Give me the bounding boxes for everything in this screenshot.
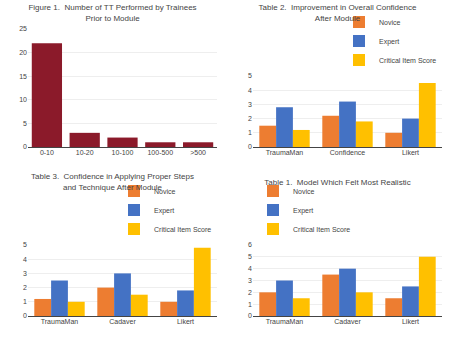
svg-text:Critical Item Score: Critical Item Score — [379, 57, 436, 64]
svg-text:Expert: Expert — [154, 207, 174, 215]
svg-text:Figure 1. Number of TT Perfor: Figure 1. Number of TT Performed by Trai… — [28, 3, 196, 22]
svg-text:0-10: 0-10 — [40, 149, 54, 156]
svg-text:Novice: Novice — [379, 19, 401, 26]
svg-text:TraumaMan: TraumaMan — [266, 318, 304, 325]
svg-text:5: 5 — [248, 253, 252, 260]
svg-text:2: 2 — [23, 284, 27, 291]
svg-text:15: 15 — [19, 73, 27, 80]
svg-text:25: 25 — [19, 25, 27, 32]
svg-text:5: 5 — [23, 241, 27, 248]
svg-text:Critical Item Score: Critical Item Score — [154, 226, 211, 233]
svg-text:>500: >500 — [190, 149, 206, 156]
svg-text:4: 4 — [248, 265, 252, 272]
svg-text:Novice: Novice — [293, 188, 315, 195]
svg-text:Confidence: Confidence — [330, 149, 366, 156]
svg-text:1: 1 — [23, 298, 27, 305]
svg-text:3: 3 — [248, 101, 252, 108]
svg-text:0: 0 — [248, 312, 252, 319]
svg-text:0: 0 — [23, 312, 27, 319]
svg-text:3: 3 — [248, 277, 252, 284]
svg-text:6: 6 — [248, 241, 252, 248]
svg-text:Likert: Likert — [402, 149, 419, 156]
svg-text:1: 1 — [248, 129, 252, 136]
svg-text:10: 10 — [19, 96, 27, 103]
svg-text:2: 2 — [248, 115, 252, 122]
svg-text:10-20: 10-20 — [76, 149, 94, 156]
svg-text:4: 4 — [248, 87, 252, 94]
svg-text:Likert: Likert — [177, 318, 194, 325]
svg-text:Novice: Novice — [154, 188, 176, 195]
svg-text:Table 3. Confidence in Applyi: Table 3. Confidence in Applying Proper S… — [31, 172, 194, 191]
svg-text:4: 4 — [23, 256, 27, 263]
svg-text:Critical Item Score: Critical Item Score — [293, 226, 350, 233]
svg-text:20: 20 — [19, 49, 27, 56]
svg-text:10-100: 10-100 — [112, 149, 134, 156]
svg-text:2: 2 — [248, 289, 252, 296]
svg-text:1: 1 — [248, 301, 252, 308]
svg-text:5: 5 — [23, 120, 27, 127]
svg-text:TraumaMan: TraumaMan — [41, 318, 79, 325]
svg-text:Likert: Likert — [402, 318, 419, 325]
svg-text:Cadaver: Cadaver — [334, 318, 361, 325]
svg-text:Expert: Expert — [293, 207, 313, 215]
svg-text:3: 3 — [23, 270, 27, 277]
svg-text:Cadaver: Cadaver — [109, 318, 136, 325]
svg-text:5: 5 — [248, 72, 252, 79]
svg-text:0: 0 — [23, 143, 27, 150]
svg-text:Table 2. Improvement in Overa: Table 2. Improvement in Overall Confiden… — [259, 3, 417, 22]
svg-text:Expert: Expert — [379, 38, 399, 46]
svg-text:TraumaMan: TraumaMan — [266, 149, 304, 156]
svg-text:100-500: 100-500 — [147, 149, 173, 156]
svg-text:Table 1. Model Which Felt Mos: Table 1. Model Which Felt Most Realistic — [264, 178, 410, 187]
svg-text:0: 0 — [248, 143, 252, 150]
